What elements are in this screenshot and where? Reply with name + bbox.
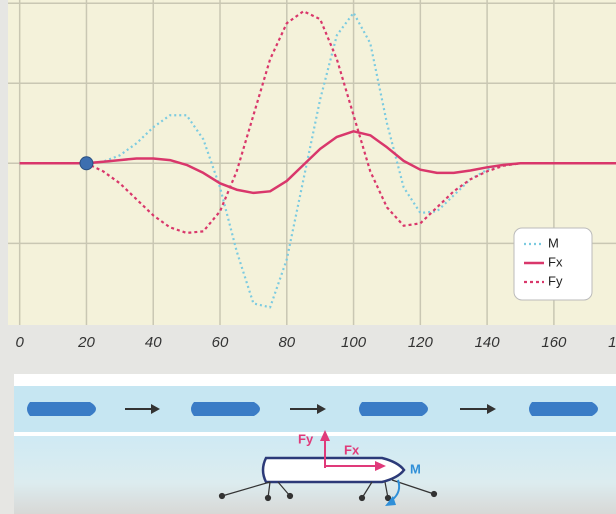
legend: M Fx Fy: [513, 227, 593, 301]
ship: [529, 402, 598, 416]
arrows: [125, 404, 496, 414]
ship: [359, 402, 428, 416]
x-tick-label: 20: [77, 334, 95, 351]
ship: [27, 402, 96, 416]
ship: [191, 402, 260, 416]
fx-label: Fx: [344, 442, 360, 457]
legend-label: Fy: [548, 273, 563, 288]
x-tick-label: 60: [212, 334, 229, 351]
moored-ship: [261, 456, 406, 484]
x-tick-label: 180: [608, 334, 616, 351]
ships: [27, 402, 598, 416]
x-tick-label: 100: [341, 334, 367, 351]
marker: [79, 156, 94, 171]
x-tick-label: 120: [408, 334, 434, 351]
series-line: [19, 11, 616, 309]
x-tick-label: 40: [145, 334, 162, 351]
x-tick-label: 160: [541, 334, 567, 351]
diagram: Fy Fx M: [14, 374, 616, 514]
m-label: M: [410, 461, 421, 476]
x-tick-label: 140: [475, 334, 501, 351]
fy-label: Fy: [298, 431, 314, 446]
legend-label: Fx: [548, 254, 563, 269]
moment-arrowhead: [385, 496, 396, 506]
x-tick-label: 80: [278, 334, 295, 351]
legend-label: M: [548, 235, 559, 250]
x-tick-label: 0: [16, 334, 25, 351]
plot: 0 20 40 60 80 100 120 140 160 180 M Fx Fy: [8, 0, 616, 351]
force-arrows: [320, 430, 386, 471]
legend-box: [513, 227, 593, 301]
series-line: [19, 130, 616, 195]
